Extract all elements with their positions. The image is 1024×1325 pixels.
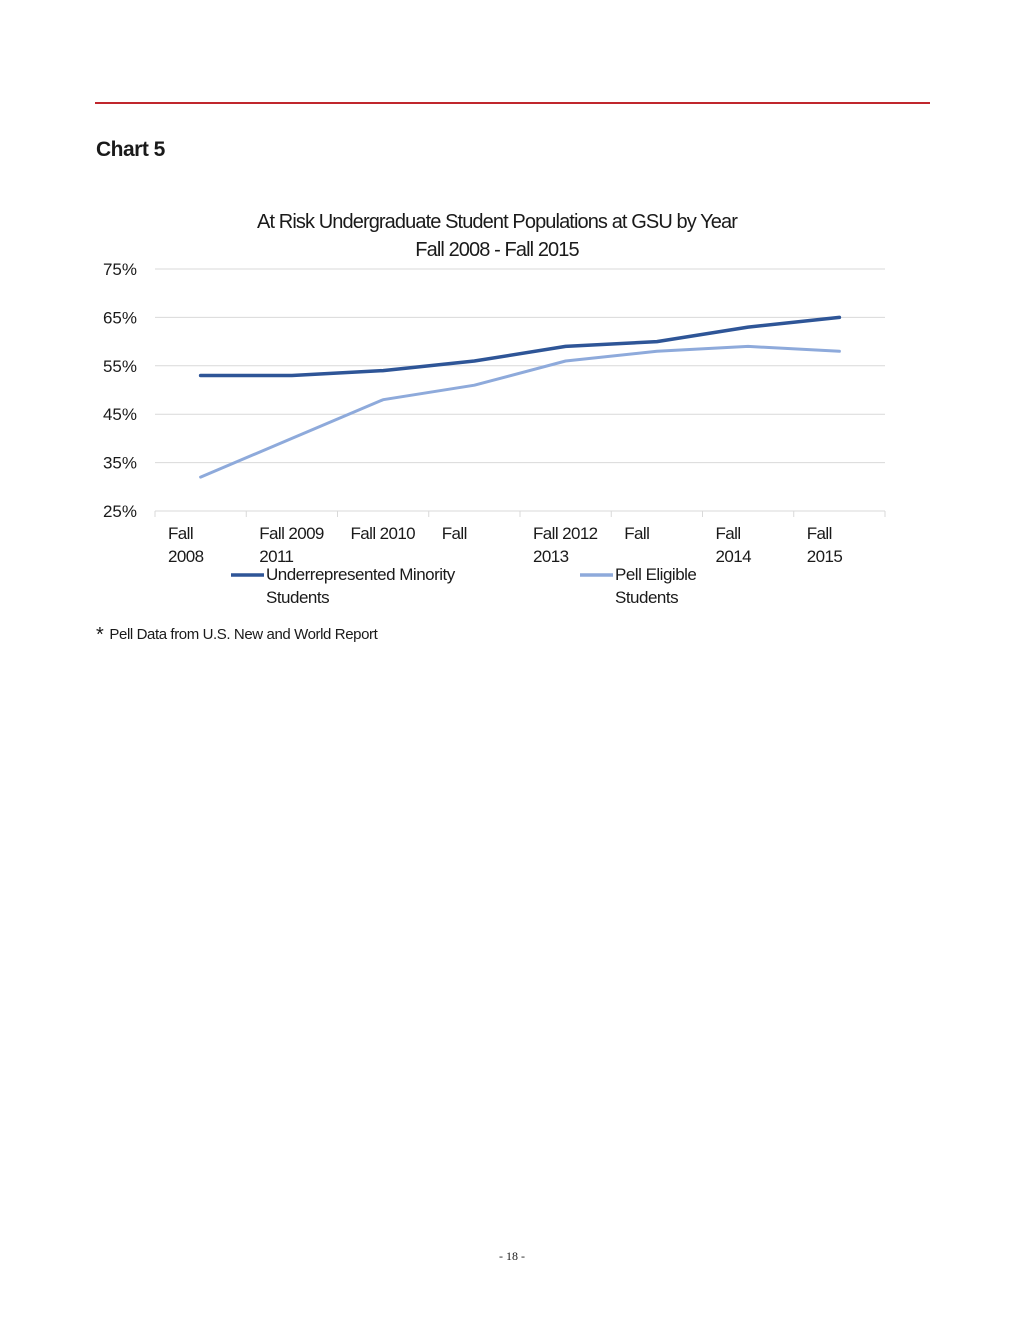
y-tick-label: 75%: [103, 260, 137, 279]
chart-title-line-1: At Risk Undergraduate Student Population…: [257, 211, 738, 233]
page-number: - 18 -: [499, 1249, 525, 1263]
chart-title-line-2: Fall 2008 - Fall 2015: [415, 239, 579, 261]
top-rule: [95, 102, 930, 104]
footnote: * Pell Data from U.S. New and World Repor…: [96, 624, 378, 647]
x-tick-label: Fall 2012: [533, 524, 598, 543]
y-tick-label: 55%: [103, 357, 137, 376]
y-tick-label: 45%: [103, 405, 137, 424]
y-tick-label: 65%: [103, 308, 137, 327]
chart-heading: Chart 5: [96, 138, 165, 161]
x-tick-label: 2015: [807, 547, 843, 566]
y-tick-label: 35%: [103, 454, 137, 473]
footnote-text: Pell Data from U.S. New and World Report: [109, 626, 378, 643]
series-line-2: [199, 344, 841, 479]
x-tick-label: 2011: [259, 547, 293, 566]
x-tick-label: Fall: [716, 524, 741, 543]
x-tick-label: 2013: [533, 547, 569, 566]
x-tick-label: Fall 2009: [259, 524, 324, 543]
series-line-1: [198, 315, 842, 378]
y-tick-label: 25%: [103, 502, 137, 521]
line-chart: At Risk Undergraduate Student Population…: [103, 211, 886, 607]
legend-label-2: Pell Eligible: [615, 565, 696, 584]
x-tick-label: Fall: [807, 524, 832, 543]
x-tick-label: Fall: [168, 524, 193, 543]
x-tick-label: 2014: [716, 547, 752, 566]
x-tick-label: 2008: [168, 547, 204, 566]
x-tick-label: Fall: [624, 524, 649, 543]
x-tick-label: Fall: [442, 524, 467, 543]
legend-label-1: Students: [266, 588, 329, 607]
x-tick-label: Fall 2010: [351, 524, 416, 543]
footnote-marker: *: [96, 624, 104, 646]
legend-label-1: Underrepresented Minority: [266, 565, 456, 584]
legend-label-2: Students: [615, 588, 678, 607]
